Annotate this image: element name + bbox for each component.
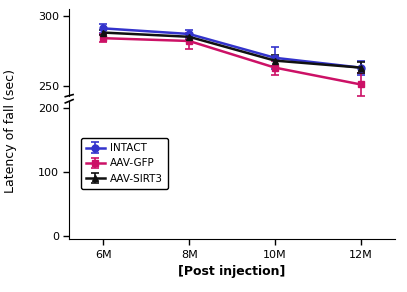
X-axis label: [Post injection]: [Post injection] xyxy=(178,265,286,278)
Legend: INTACT, AAV-GFP, AAV-SIRT3: INTACT, AAV-GFP, AAV-SIRT3 xyxy=(81,138,168,189)
Text: Latency of fall (sec): Latency of fall (sec) xyxy=(4,69,17,193)
